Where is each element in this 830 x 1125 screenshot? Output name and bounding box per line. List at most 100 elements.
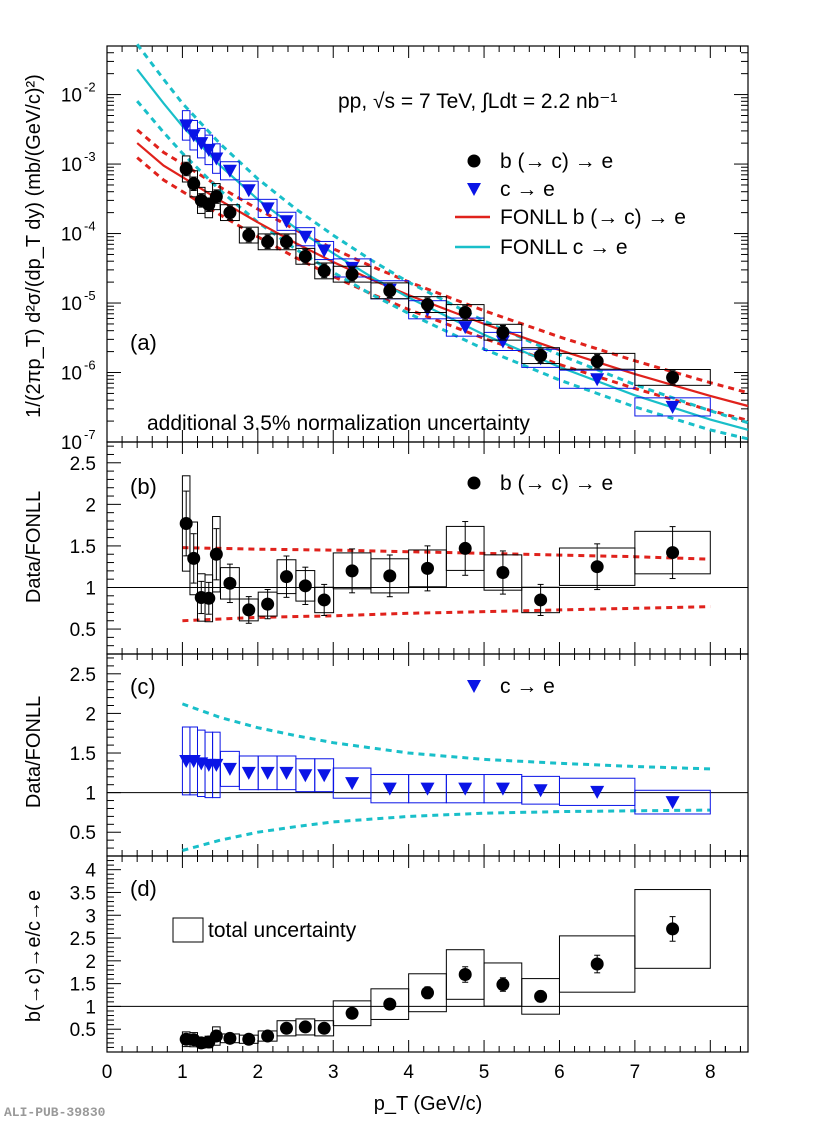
y-tick-label: 1.5	[70, 744, 96, 765]
data-point-c	[241, 184, 256, 198]
fonll-upper-band	[182, 546, 711, 561]
data-point-c	[495, 782, 510, 796]
data-point-b	[317, 264, 331, 278]
systematic-box	[558, 352, 636, 370]
panel-frame	[106, 855, 749, 1053]
y-tick-label: 0.5	[70, 1020, 96, 1041]
data-point-b	[279, 235, 293, 249]
y-tick-label: 10	[61, 433, 82, 454]
systematic-box	[314, 1020, 335, 1037]
y-tick-label: 1	[85, 578, 96, 599]
data-point-b	[179, 516, 193, 530]
data-point-c	[209, 758, 224, 772]
x-tick-label: 8	[705, 1062, 716, 1083]
y-tick-label: 2	[85, 952, 96, 973]
data-point-b	[209, 1029, 223, 1043]
data-point-b	[345, 564, 359, 578]
legend-a-c-marker	[467, 183, 481, 196]
data-point-c	[590, 373, 605, 387]
data-point-b	[383, 569, 397, 583]
panel-b: 0.5 1 1.5 2 2.5	[70, 441, 749, 655]
data-point-c	[420, 782, 435, 796]
data-point-b	[209, 190, 223, 204]
legend-d-box	[172, 917, 204, 943]
panel-a: 10-710-610-510-410-310-2	[61, 43, 749, 454]
y-tick-label: 10	[61, 155, 82, 176]
panel-b-label: (b)	[130, 474, 157, 499]
data-point-b	[590, 354, 604, 368]
panel-c-label: (c)	[130, 674, 156, 699]
legend-a-fonll-b-label: FONLL b (→ c) → e	[500, 206, 686, 229]
y-tick-label: 2	[85, 704, 96, 725]
data-point-c	[298, 230, 313, 244]
data-point-b	[317, 1021, 331, 1035]
data-point-b	[383, 284, 397, 298]
data-point-c	[495, 335, 510, 349]
data-point-b	[317, 593, 331, 607]
data-point-c	[260, 766, 275, 780]
y-tick-label: 0.5	[70, 620, 96, 641]
data-point-c	[458, 782, 473, 796]
x-tick-label: 5	[479, 1062, 490, 1083]
data-point-b	[458, 306, 472, 320]
legend-c-marker	[467, 680, 481, 693]
data-point-b	[223, 1031, 237, 1045]
data-point-b	[298, 579, 312, 593]
y-tick-label: 3	[85, 906, 96, 927]
legend-a-b-label: b (→ c) → e	[500, 150, 613, 173]
panel-d: 0.511.522.533.54	[70, 855, 749, 1053]
y-tick-label: 2.5	[70, 454, 96, 475]
panel-a-label: (a)	[130, 330, 157, 355]
legend-a-b-marker	[467, 154, 481, 168]
y-tick-label: 3.5	[70, 883, 96, 904]
data-point-b	[242, 603, 256, 617]
data-point-b	[242, 228, 256, 242]
y-tick-label: 10	[61, 364, 82, 385]
data-point-b	[534, 349, 548, 363]
data-point-b	[223, 576, 237, 590]
fonll-lower-band	[182, 605, 711, 623]
y-tick-exponent: -4	[84, 219, 96, 234]
panel-b-ylabel: Data/FONLL	[23, 491, 45, 603]
data-point-b	[298, 1020, 312, 1034]
data-point-c	[222, 164, 237, 178]
data-point-b	[421, 986, 434, 1000]
data-point-b	[666, 922, 680, 936]
systematic-box	[295, 247, 316, 265]
panel-c-ylabel: Data/FONLL	[23, 696, 45, 808]
y-tick-label: 10	[61, 294, 82, 315]
systematic-box	[634, 889, 711, 969]
y-tick-label: 1	[85, 784, 96, 805]
systematic-box	[634, 789, 711, 815]
watermark: ALI-PUB-39830	[4, 1105, 106, 1120]
data-point-c	[317, 244, 332, 258]
data-point-c	[209, 152, 224, 166]
data-point-b	[187, 177, 201, 191]
data-point-b	[458, 541, 472, 555]
data-point-b	[345, 267, 359, 281]
data-point-b	[496, 978, 510, 992]
data-point-b	[187, 551, 201, 565]
y-tick-exponent: -6	[84, 358, 96, 373]
data-point-b	[298, 249, 312, 263]
legend-c-label: c → e	[500, 675, 555, 698]
systematic-box	[219, 204, 240, 222]
y-tick-label: 1.5	[70, 975, 96, 996]
systematic-box	[238, 180, 259, 200]
fonll-c-lower-band	[136, 100, 749, 441]
y-tick-label: 0.5	[70, 823, 96, 844]
y-tick-exponent: -3	[84, 149, 96, 164]
data-point-b	[534, 593, 548, 607]
data-point-b	[345, 1006, 359, 1020]
systematic-box	[634, 397, 711, 417]
data-point-b	[242, 1032, 256, 1046]
x-tick-label: 3	[328, 1062, 339, 1083]
panel-a-annotation-bottom: additional 3.5% normalization uncertaint…	[147, 412, 530, 435]
x-tick-label: 0	[102, 1062, 113, 1083]
fonll-upper-band	[181, 702, 711, 771]
y-tick-exponent: -7	[84, 427, 96, 442]
y-tick-label: 10	[61, 86, 82, 107]
data-point-b	[261, 1029, 275, 1043]
panel-d-ylabel: b(→c)→e/c→e	[23, 890, 45, 1022]
